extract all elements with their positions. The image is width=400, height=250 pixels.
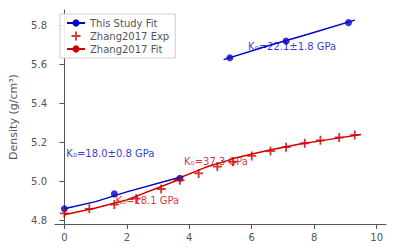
svg-text:5.2: 5.2 xyxy=(31,137,47,148)
svg-text:K₀=37.3 GPa: K₀=37.3 GPa xyxy=(184,156,248,167)
svg-text:This Study Fit: This Study Fit xyxy=(89,18,157,29)
svg-text:0: 0 xyxy=(61,232,67,243)
svg-text:5.4: 5.4 xyxy=(31,98,47,109)
svg-text:K₀=22.1±1.8 GPa: K₀=22.1±1.8 GPa xyxy=(248,41,336,52)
svg-text:Zhang2017 Fit: Zhang2017 Fit xyxy=(90,44,162,55)
svg-text:2: 2 xyxy=(124,232,130,243)
svg-text:10: 10 xyxy=(370,232,383,243)
svg-text:Density (g/cm³): Density (g/cm³) xyxy=(7,74,20,160)
svg-text:8: 8 xyxy=(311,232,317,243)
svg-text:K₀=18.0±0.8 GPa: K₀=18.0±0.8 GPa xyxy=(66,148,154,159)
svg-text:5.8: 5.8 xyxy=(31,20,47,31)
svg-text:6: 6 xyxy=(249,232,255,243)
svg-text:K₀=18.1 GPa: K₀=18.1 GPa xyxy=(115,195,179,206)
svg-text:5.6: 5.6 xyxy=(31,59,47,70)
svg-text:4.8: 4.8 xyxy=(31,215,47,226)
svg-text:4: 4 xyxy=(186,232,192,243)
svg-text:5.0: 5.0 xyxy=(31,176,47,187)
svg-text:Zhang2017 Exp: Zhang2017 Exp xyxy=(90,31,169,42)
